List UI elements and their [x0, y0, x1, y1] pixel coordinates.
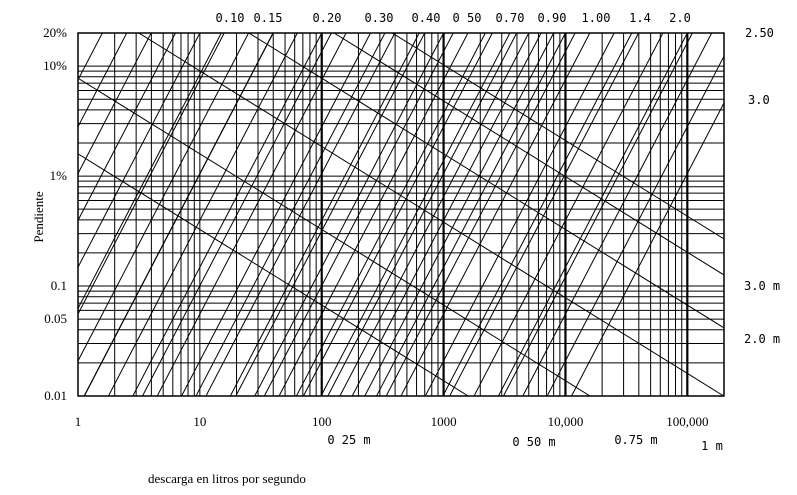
velocity-label: 1.4 [629, 11, 651, 25]
depth-line [138, 33, 724, 396]
x-axis-label: descarga en litros por segundo [148, 471, 306, 486]
velocity-line [195, 33, 386, 396]
depth-line [248, 33, 724, 329]
y-tick-label: 20% [43, 25, 67, 40]
velocity-line [278, 33, 469, 396]
depth-line [333, 33, 724, 276]
velocity-line [442, 33, 633, 396]
depth-label: 0 25 m [327, 433, 370, 447]
y-tick-label: 0.05 [44, 311, 67, 326]
velocity-line [205, 33, 396, 396]
plot-frame [77, 32, 725, 397]
x-tick-labels: 1 10 100 1000 10,000 100,000 [75, 414, 709, 429]
depth-labels-bottom: 0 25 m 0 50 m 0.75 m 1 m [327, 433, 723, 453]
depth-label: 0 50 m [512, 435, 555, 449]
velocity-line [83, 33, 274, 396]
velocity-line [351, 33, 542, 396]
velocity-line [295, 33, 486, 396]
series-lines [78, 33, 724, 396]
velocity-line [156, 33, 347, 396]
y-tick-labels: 20% 10% 1% 0.1 0.05 0.01 [43, 25, 67, 403]
velocity-line [424, 33, 615, 396]
velocity-label: 0.20 [313, 11, 342, 25]
x-tick-label: 10,000 [548, 414, 584, 429]
depth-label: 2.0 m [744, 332, 780, 346]
velocity-label: 0.15 [254, 11, 283, 25]
velocity-line [181, 33, 371, 396]
depth-line [391, 33, 724, 240]
velocity-label: 0.10 [216, 11, 245, 25]
velocity-line [364, 33, 555, 396]
x-tick-label: 10 [193, 414, 206, 429]
y-tick-label: 10% [43, 58, 67, 73]
velocity-line [78, 33, 222, 310]
x-tick-label: 1 [75, 414, 82, 429]
velocity-line [78, 33, 103, 81]
velocity-line [254, 33, 445, 396]
right-labels: 2.50 3.0 3.0 m 2.0 m [744, 26, 780, 346]
x-tick-label: 100,000 [666, 414, 708, 429]
velocity-label: 0.40 [412, 11, 441, 25]
velocity-label: 0.90 [538, 11, 567, 25]
velocity-line [235, 33, 426, 396]
velocity-line [108, 33, 298, 396]
velocity-line [571, 101, 724, 396]
velocity-line [327, 33, 518, 396]
velocity-label: 3.0 [748, 93, 770, 107]
velocity-label: 0.30 [365, 11, 394, 25]
velocity-line [473, 33, 664, 396]
velocity-line [78, 33, 225, 316]
velocity-line [339, 33, 530, 396]
y-tick-label: 1% [50, 168, 68, 183]
y-tick-label: 0.01 [44, 388, 67, 403]
depth-label: 1 m [701, 439, 723, 453]
velocity-line [78, 33, 128, 128]
velocity-line [449, 33, 640, 396]
velocity-line [263, 33, 454, 396]
velocity-line [229, 33, 420, 396]
depth-label: 3.0 m [744, 279, 780, 293]
velocity-label: 0.70 [496, 11, 525, 25]
velocity-line [303, 33, 493, 396]
depth-label: 0.75 m [614, 433, 657, 447]
grid [77, 32, 725, 397]
depth-line [78, 153, 469, 396]
velocity-label: 2.0 [669, 11, 691, 25]
velocity-line [522, 33, 713, 396]
x-tick-label: 1000 [431, 414, 457, 429]
velocity-line [78, 33, 250, 362]
y-tick-label: 0.1 [51, 278, 67, 293]
velocity-line [78, 33, 201, 269]
y-axis-label: Pendiente [31, 191, 46, 242]
velocity-line [503, 33, 693, 396]
velocity-line [376, 33, 566, 396]
velocity-line [142, 33, 332, 396]
velocity-line [78, 33, 152, 175]
velocity-line [385, 33, 576, 396]
velocity-line [546, 55, 724, 396]
velocity-line [320, 33, 511, 396]
x-tick-label: 100 [312, 414, 332, 429]
velocity-labels: 0.10 0.15 0.20 0.30 0.40 0 50 0.70 0.90 1.00 1.4 2… [216, 11, 691, 25]
velocity-line [400, 33, 591, 396]
depth-line [78, 77, 591, 396]
velocity-label: 0 50 [453, 11, 482, 25]
velocity-line [497, 33, 688, 396]
velocity-label: 1.00 [582, 11, 611, 25]
velocity-line [78, 33, 176, 222]
velocity-label: 2.50 [745, 26, 774, 40]
velocity-line [132, 33, 323, 396]
